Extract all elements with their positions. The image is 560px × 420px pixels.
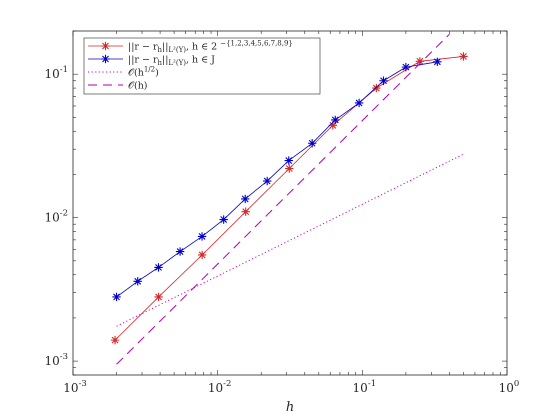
legend-text-sub: L²(Y) bbox=[168, 46, 186, 54]
legend-marker bbox=[101, 54, 110, 64]
x-tick-label: 10-1 bbox=[353, 379, 377, 395]
y-tick-label-exponent: -3 bbox=[60, 352, 68, 362]
x-tick-label: 10-3 bbox=[63, 379, 87, 395]
legend-text-part: ||r − r bbox=[128, 55, 158, 66]
legend-marker bbox=[101, 41, 110, 51]
series-4-line bbox=[116, 33, 450, 365]
legend-text-sub: L²(Y) bbox=[168, 59, 186, 67]
legend: ||r − rh||L²(Y), h ∈ 2 −{1,2,3,4,5,6,7,8,… bbox=[83, 37, 321, 95]
series-2-point bbox=[284, 156, 293, 165]
series-2-point bbox=[401, 62, 411, 72]
series-1-point bbox=[110, 335, 120, 345]
x-axis-label: h bbox=[286, 400, 294, 415]
legend-text-part: ||r − r bbox=[128, 42, 158, 53]
series-1-point bbox=[197, 250, 207, 260]
series-2-point bbox=[241, 194, 250, 204]
legend-text-sup: −{1,2,3,4,5,6,7,8,9} bbox=[220, 40, 293, 48]
series-2-point bbox=[379, 76, 388, 85]
series-2-point bbox=[154, 263, 163, 272]
series-2-point bbox=[112, 292, 121, 302]
x-tick-label-base: 10 bbox=[208, 381, 223, 395]
series-4 bbox=[116, 33, 450, 365]
x-tick-label-base: 10 bbox=[499, 381, 514, 395]
legend-text-sub: h bbox=[157, 59, 162, 67]
x-tick-label: 100 bbox=[499, 379, 520, 395]
y-tick-label: 10-1 bbox=[44, 65, 68, 81]
legend-entry-3: 𝒪(h1/2) bbox=[88, 66, 159, 79]
x-tick-label-base: 10 bbox=[63, 381, 78, 395]
series-1-point bbox=[328, 121, 338, 130]
series-2-point bbox=[263, 176, 272, 186]
legend-label: ||r − rh||L²(Y), h ∈ 2 −{1,2,3,4,5,6,7,8,… bbox=[128, 40, 293, 55]
y-tick-label-base: 10 bbox=[44, 67, 59, 81]
x-tick-label-exponent: 0 bbox=[514, 379, 519, 389]
series-1-point bbox=[415, 57, 425, 66]
x-tick-label-exponent: -3 bbox=[79, 379, 87, 389]
legend-label: 𝒪(h1/2) bbox=[128, 66, 159, 79]
x-tick-label: 10-2 bbox=[208, 379, 232, 395]
x-tick-label-exponent: -1 bbox=[368, 379, 376, 389]
series-layer bbox=[110, 33, 468, 365]
series-1-point bbox=[154, 292, 163, 302]
series-1-point bbox=[459, 52, 468, 61]
series-2-point bbox=[219, 215, 228, 224]
y-tick-label: 10-3 bbox=[44, 352, 68, 368]
y-tick-label-base: 10 bbox=[44, 211, 59, 225]
legend-box bbox=[83, 37, 321, 95]
axes-box bbox=[72, 30, 508, 376]
y-tick-label-base: 10 bbox=[44, 354, 59, 368]
y-tick-label-exponent: -2 bbox=[60, 209, 68, 219]
x-tick-label-base: 10 bbox=[353, 381, 368, 395]
legend-text-sup: 1/2 bbox=[144, 66, 155, 74]
y-tick-label: 10-2 bbox=[44, 209, 68, 225]
x-tick-label-exponent: -2 bbox=[223, 379, 231, 389]
legend-entry-1: ||r − rh||L²(Y), h ∈ 2 −{1,2,3,4,5,6,7,8,… bbox=[88, 40, 293, 55]
legend-text-sub: h bbox=[157, 46, 162, 54]
series-2-point bbox=[354, 98, 364, 108]
series-1-point bbox=[372, 83, 381, 93]
series-2-point bbox=[331, 115, 340, 125]
legend-text-part: 𝒪(h bbox=[128, 68, 144, 79]
series-2-point bbox=[175, 247, 185, 256]
legend-label: 𝒪(h) bbox=[128, 81, 148, 92]
legend-entry-4: 𝒪(h) bbox=[88, 81, 148, 92]
series-2-point bbox=[307, 139, 317, 148]
series-2 bbox=[112, 57, 442, 302]
legend-text-part: 𝒪(h) bbox=[128, 81, 148, 92]
y-tick-label-exponent: -1 bbox=[60, 65, 68, 75]
series-2-point bbox=[133, 277, 142, 286]
legend-text-part: ) bbox=[155, 68, 159, 79]
legend-entry-2: ||r − rh||L²(Y), h ∈ J bbox=[88, 54, 215, 68]
legend-text-part: , h ∈ 2 bbox=[186, 42, 217, 53]
series-1-point bbox=[285, 164, 294, 173]
legend-text-part: || bbox=[162, 55, 168, 66]
series-1-point bbox=[241, 207, 250, 216]
series-2-point bbox=[197, 232, 207, 241]
legend-label: ||r − rh||L²(Y), h ∈ J bbox=[128, 55, 215, 68]
series-2-point bbox=[433, 57, 442, 66]
legend-text-part: || bbox=[162, 42, 168, 53]
legend-text-part: , h ∈ J bbox=[186, 55, 215, 66]
